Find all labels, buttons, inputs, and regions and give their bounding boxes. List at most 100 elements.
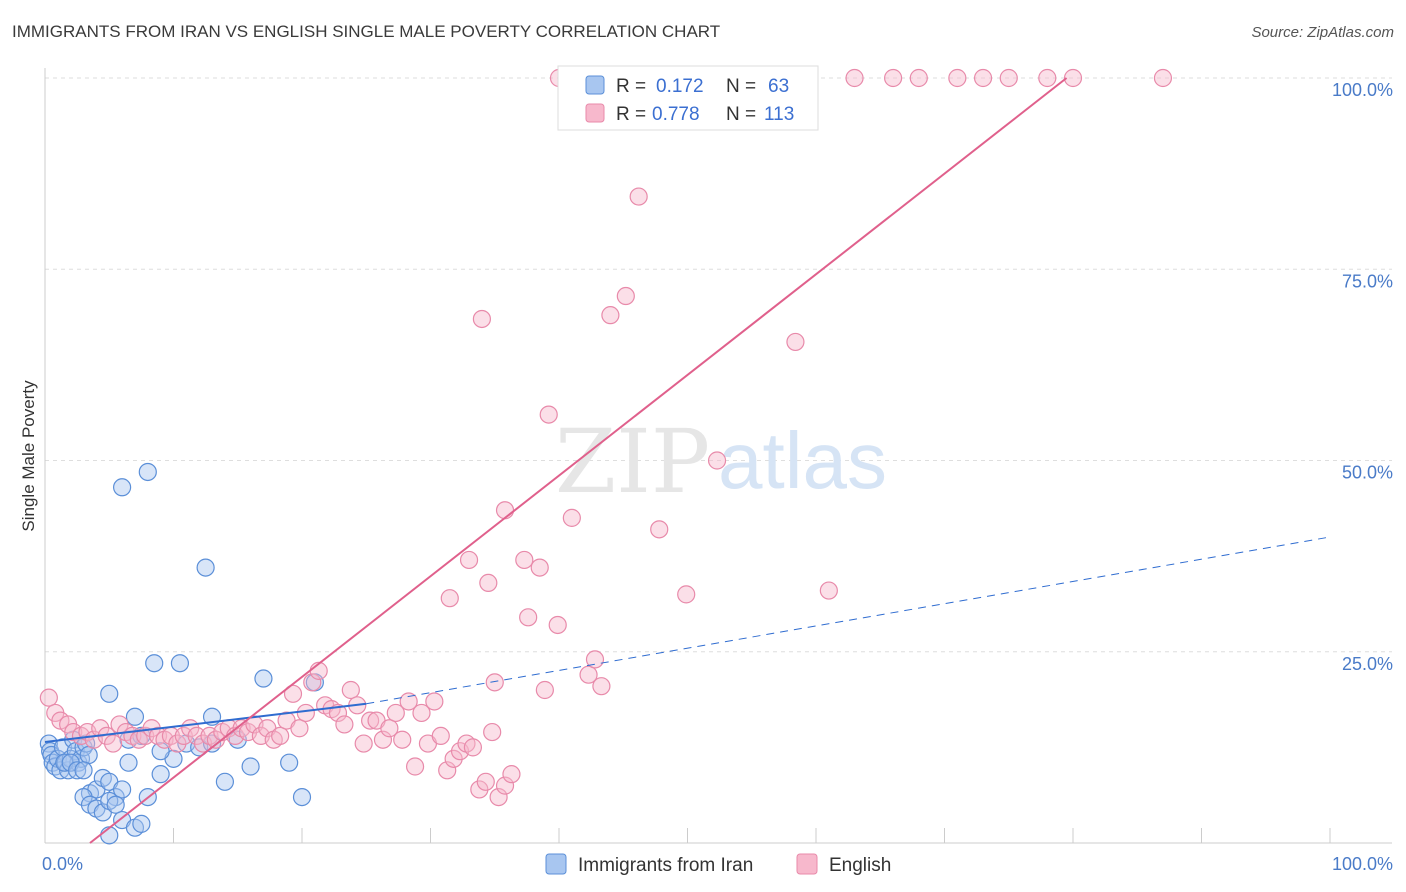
- data-point: [883, 68, 903, 88]
- data-point: [74, 761, 93, 780]
- data-point: [380, 719, 399, 738]
- data-point: [515, 550, 534, 570]
- data-point: [79, 745, 98, 765]
- data-point: [393, 730, 412, 749]
- data-point: [472, 309, 491, 329]
- trend-line-iran-extension: [366, 536, 1331, 705]
- data-point: [119, 753, 138, 772]
- data-point: [125, 707, 145, 726]
- data-point: [562, 508, 581, 527]
- source-credit: Source: ZipAtlas.com: [1251, 24, 1394, 41]
- data-point: [548, 615, 567, 635]
- data-point: [431, 726, 450, 746]
- data-point: [495, 776, 515, 795]
- data-point: [535, 680, 554, 700]
- data-point: [479, 573, 498, 593]
- stats-legend: R = 0.172 N = 63 R = 0.778 N = 113: [557, 65, 819, 131]
- data-point: [539, 405, 558, 424]
- data-point: [1063, 68, 1083, 88]
- y-tick-label: 75.0%: [1342, 271, 1393, 291]
- data-point: [106, 795, 125, 814]
- data-point: [386, 703, 405, 723]
- data-point: [271, 726, 290, 746]
- data-point: [786, 332, 805, 352]
- data-point: [845, 68, 864, 88]
- data-point: [601, 306, 620, 325]
- legend-r-label-iran: R =: [616, 76, 646, 97]
- y-axis-label: Single Male Poverty: [19, 380, 38, 532]
- data-point: [530, 558, 549, 577]
- series-legend: Immigrants from Iran English: [545, 853, 891, 876]
- data-point: [489, 787, 508, 807]
- legend-r-label-english: R =: [616, 104, 646, 125]
- data-point: [412, 703, 431, 723]
- data-point: [138, 462, 157, 482]
- tick-labels: 25.0% 50.0% 75.0% 100.0% 0.0% 100.0%: [42, 80, 1393, 874]
- legend-r-iran: 0.172: [656, 76, 704, 97]
- data-point: [483, 722, 502, 742]
- data-point: [292, 787, 312, 807]
- data-point: [519, 608, 538, 627]
- grid: [45, 77, 1392, 653]
- data-point: [485, 673, 504, 692]
- y-tick-label: 50.0%: [1342, 463, 1393, 483]
- bottom-legend-swatch-iran: [545, 853, 567, 875]
- data-point: [39, 688, 58, 707]
- legend-swatch-iran: [585, 75, 605, 95]
- data-point: [405, 757, 425, 776]
- trend-line-english: [89, 77, 1068, 844]
- data-point: [241, 757, 260, 776]
- data-point: [104, 734, 123, 753]
- chart-title: IMMIGRANTS FROM IRAN VS ENGLISH SINGLE M…: [12, 22, 721, 41]
- data-point: [463, 738, 483, 757]
- data-point: [425, 692, 444, 711]
- data-point: [112, 478, 132, 497]
- trend-lines: [44, 77, 1331, 844]
- data-point: [373, 730, 393, 749]
- data-point: [151, 765, 170, 784]
- data-point: [39, 734, 58, 753]
- series-immigrants-from-iran: [39, 462, 324, 845]
- data-point: [399, 692, 418, 711]
- data-point: [948, 68, 967, 88]
- data-point: [283, 684, 303, 703]
- data-point: [629, 187, 648, 206]
- data-point: [361, 711, 380, 730]
- data-point: [438, 761, 457, 780]
- legend-r-english: 0.778: [652, 104, 700, 125]
- data-point: [170, 654, 190, 673]
- data-point: [354, 734, 373, 753]
- data-point: [254, 669, 273, 688]
- axes: [44, 68, 1392, 844]
- data-point: [440, 589, 459, 608]
- data-point: [585, 650, 605, 669]
- data-point: [495, 501, 515, 520]
- data-point: [100, 684, 119, 703]
- legend-n-label-iran: N =: [726, 76, 756, 97]
- data-point: [112, 780, 132, 799]
- trend-line-iran: [44, 702, 367, 744]
- data-point: [151, 742, 170, 761]
- data-point: [650, 520, 669, 539]
- y-tick-label: 25.0%: [1342, 654, 1393, 674]
- x-tick-label: 0.0%: [42, 854, 83, 874]
- data-point: [280, 753, 299, 772]
- data-point: [1153, 68, 1173, 88]
- legend-swatch-english: [585, 103, 605, 123]
- data-point: [196, 558, 215, 577]
- data-point: [341, 680, 360, 700]
- bottom-legend-swatch-english: [796, 853, 818, 875]
- data-point: [909, 68, 928, 88]
- bottom-legend-label-english: English: [829, 855, 891, 876]
- data-point: [592, 677, 611, 696]
- data-point: [999, 68, 1018, 88]
- data-point: [459, 550, 479, 570]
- data-point: [335, 715, 354, 734]
- data-point: [100, 826, 119, 845]
- data-point: [579, 665, 598, 684]
- data-point: [476, 772, 495, 791]
- watermark-zip: ZIP: [555, 410, 710, 513]
- y-tick-label: 100.0%: [1332, 80, 1393, 100]
- data-point: [1038, 68, 1057, 88]
